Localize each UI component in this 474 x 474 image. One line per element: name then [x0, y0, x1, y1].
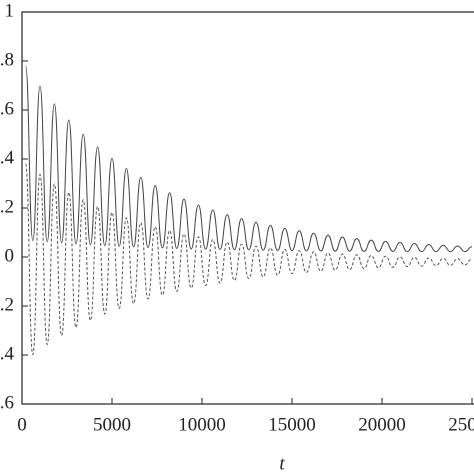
y-tick-label: 0	[5, 245, 15, 266]
y-tick-label: 0.8	[0, 49, 14, 70]
line-series	[25, 163, 473, 356]
x-tick-label: 0	[17, 414, 27, 435]
y-tick-label: -0.4	[0, 343, 14, 364]
plot-frame	[21, 11, 474, 405]
x-tick-label: 10000	[178, 414, 226, 435]
y-tick-label: 1	[5, 0, 15, 21]
line-series	[25, 65, 473, 253]
x-tick-label: 20000	[358, 414, 406, 435]
x-axis-label: t	[279, 453, 285, 474]
x-tick-label: 25000	[448, 414, 474, 435]
y-tick-label: 0.2	[0, 196, 14, 217]
y-tick-label: -0.2	[0, 294, 14, 315]
y-tick-label: 0.4	[0, 147, 15, 168]
y-tick-label: -0.6	[0, 392, 14, 413]
x-tick-label: 15000	[268, 414, 316, 435]
x-tick-label: 5000	[93, 414, 131, 435]
y-tick-label: 0.6	[0, 98, 14, 119]
